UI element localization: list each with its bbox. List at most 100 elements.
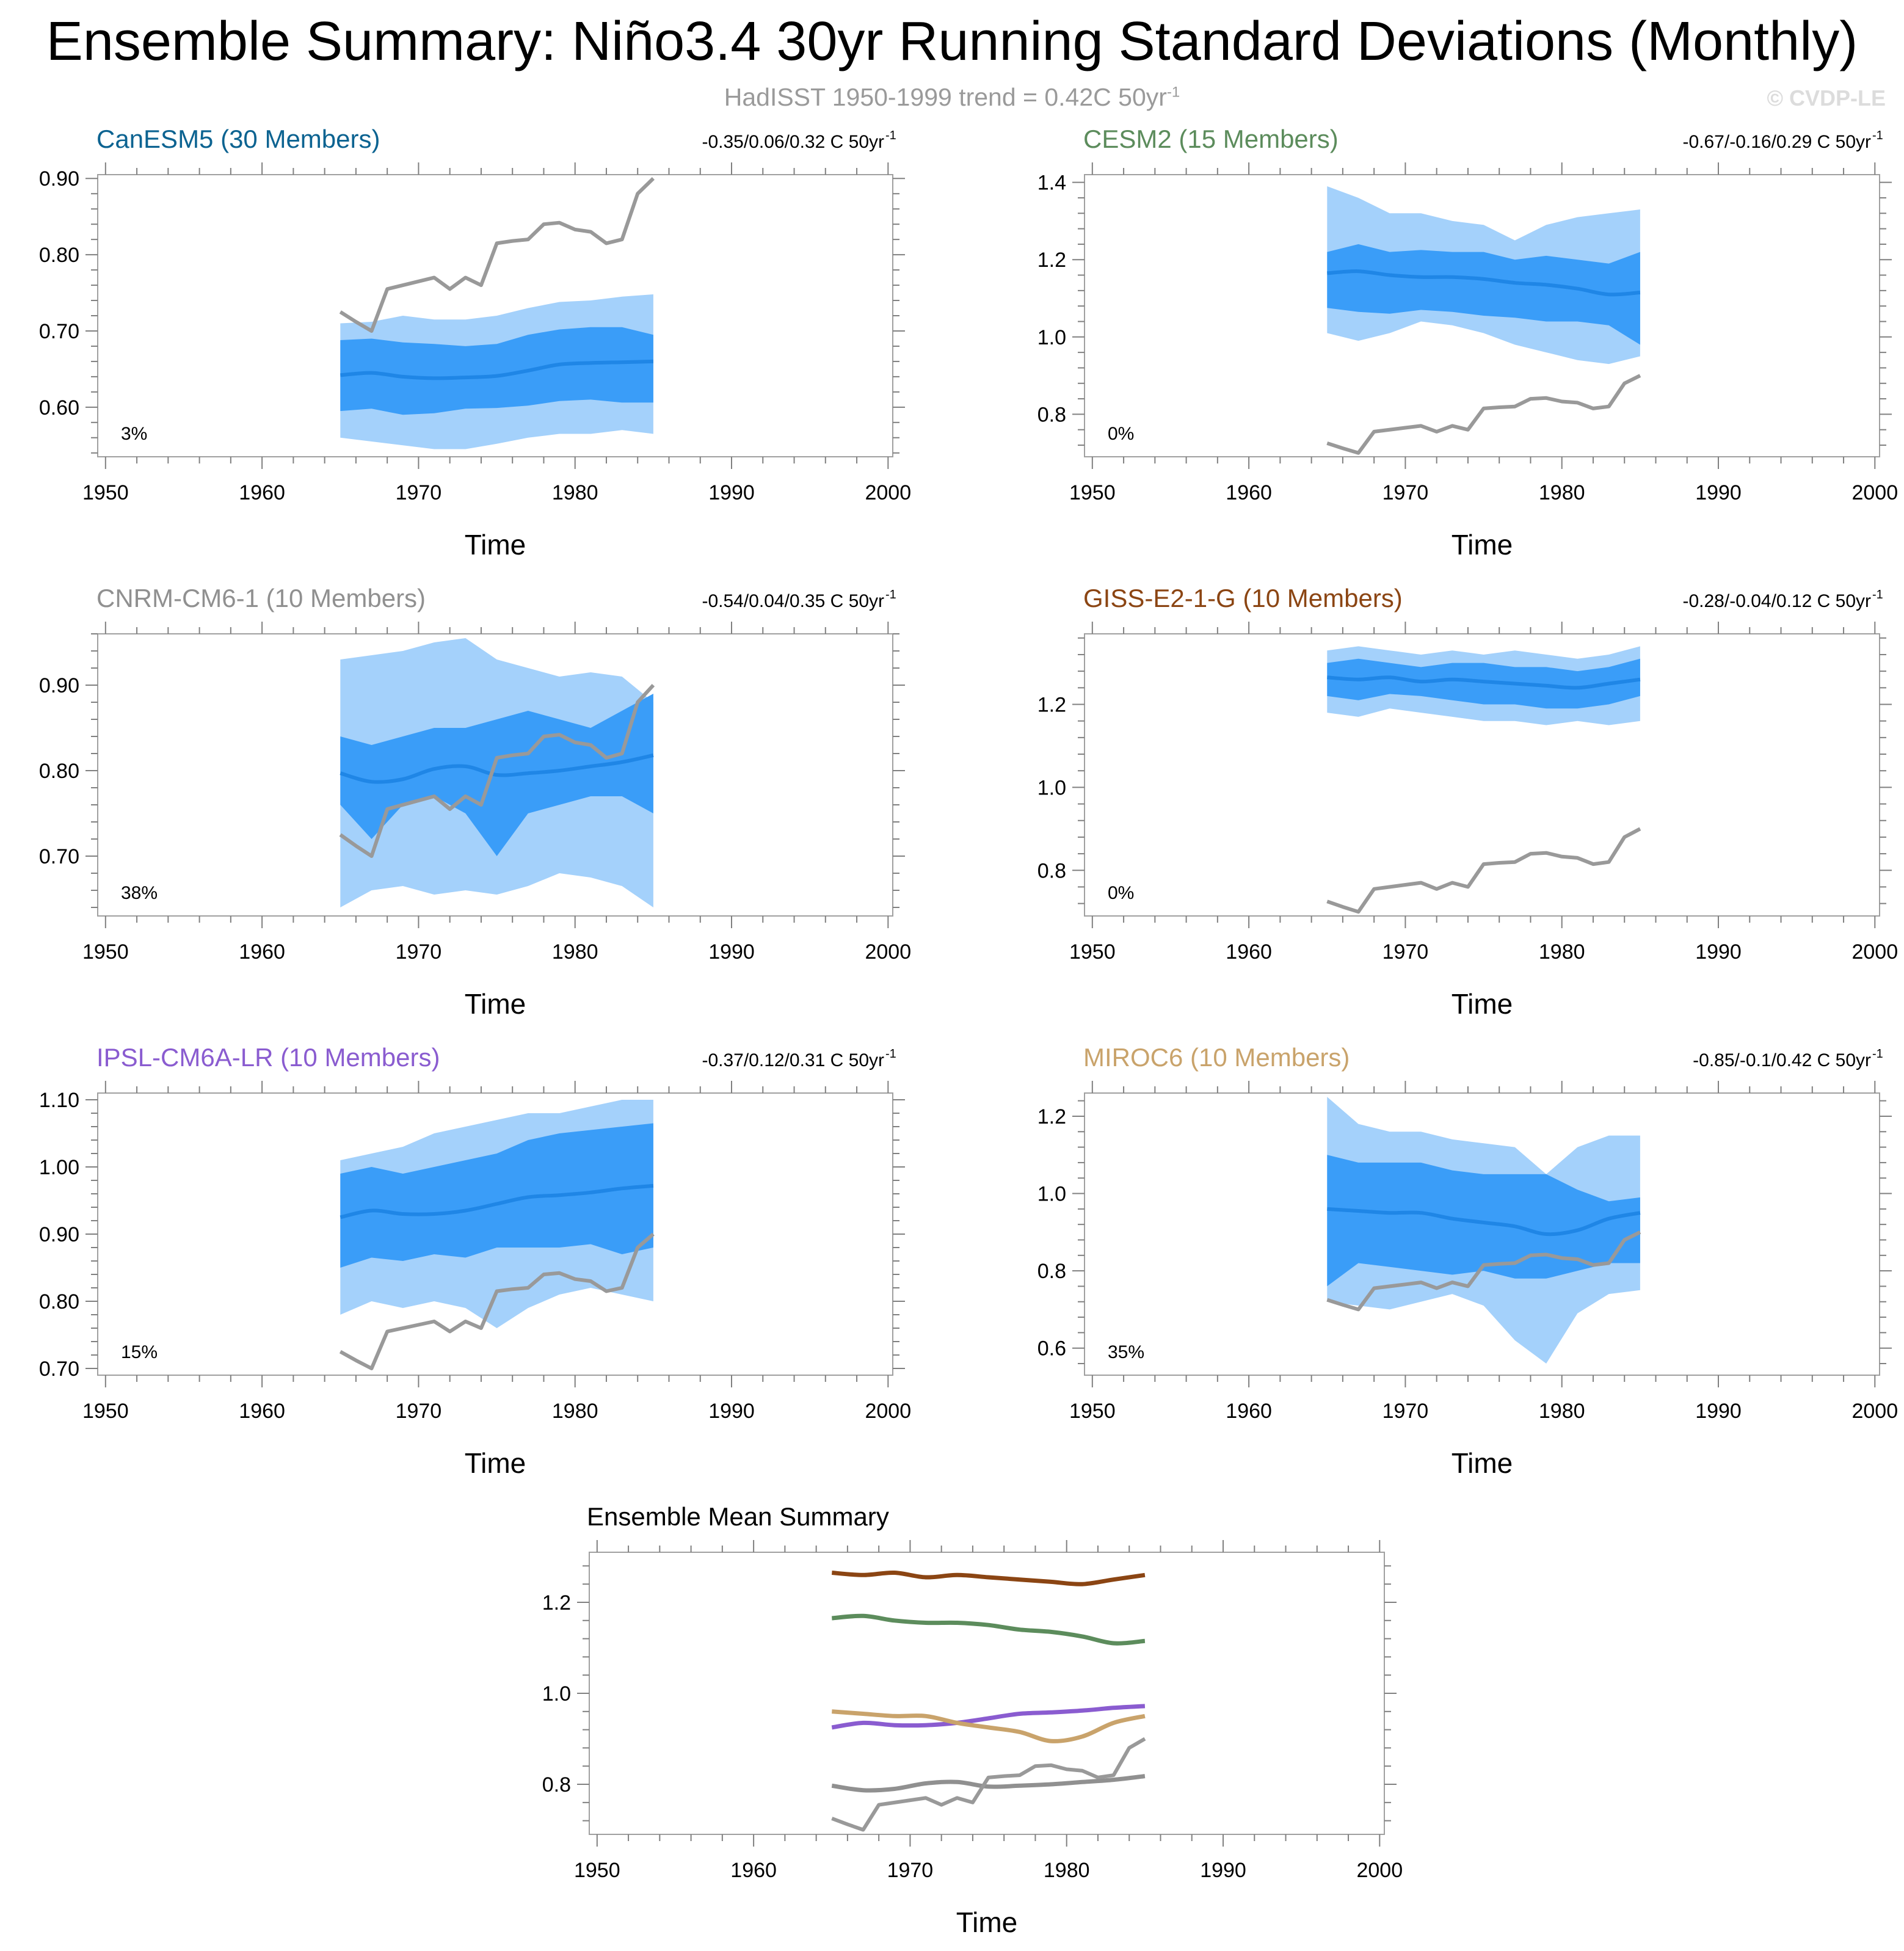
x-tick-label: 1990 xyxy=(708,940,755,964)
percent-label: 15% xyxy=(121,1342,158,1362)
percent-label: 0% xyxy=(1108,883,1134,903)
series-line-ipsl-cm6a-lr xyxy=(831,1704,1146,1730)
ensemble-mean-line xyxy=(340,753,654,784)
panel-cesm2: 1950 1960 1970 1980 1990 2000 0.8 1.0 1.2 1.4 Time… xyxy=(1037,125,1898,561)
y-tick-label: 1.0 xyxy=(542,1682,571,1706)
x-tick-label: 1990 xyxy=(1695,1400,1742,1423)
ensemble-mean-line xyxy=(340,359,653,380)
series-line-canesm5 xyxy=(832,1848,1145,1858)
series-line-miroc6 xyxy=(832,1709,1146,1743)
trend-range-label: -0.85/-0.1/0.42 C 50yr xyxy=(1693,1050,1871,1070)
panel-summary: 1950 1960 1970 1980 1990 2000 0.8 1.0 1.2 Time Ens… xyxy=(542,1502,1403,1938)
x-tick-label: 1950 xyxy=(1069,940,1116,964)
x-tick-label: 2000 xyxy=(1851,1400,1898,1423)
x-axis-label: Time xyxy=(1452,988,1513,1020)
y-tick-label: 0.90 xyxy=(39,1223,79,1246)
x-tick-label: 1950 xyxy=(82,1400,129,1423)
trend-superscript: -1 xyxy=(1872,588,1883,601)
panel-title: CanESM5 (30 Members) xyxy=(96,125,380,153)
y-tick-label: 1.0 xyxy=(1037,326,1066,349)
x-axis-label: Time xyxy=(465,988,526,1020)
series-line-cnrm-cm6-1 xyxy=(831,1774,1146,1793)
x-tick-label: 1960 xyxy=(1226,481,1272,504)
plot-frame xyxy=(1084,1092,1880,1376)
trend-range-label: -0.37/0.12/0.31 C 50yr xyxy=(702,1050,884,1070)
plot-area xyxy=(339,1100,655,1370)
plot-area xyxy=(831,1570,1146,1858)
panel-canesm5: 1950 1960 1970 1980 1990 2000 0.60 0.70 0.80 0.90… xyxy=(39,125,911,561)
panel-title: GISS-E2-1-G (10 Members) xyxy=(1083,584,1403,612)
inner-spread-band xyxy=(1327,1155,1640,1287)
x-tick-label: 1980 xyxy=(1539,940,1585,964)
x-tick-label: 1960 xyxy=(730,1859,777,1882)
subtitle-superscript: -1 xyxy=(1166,84,1180,101)
trend-range-label: -0.67/-0.16/0.29 C 50yr xyxy=(1682,132,1871,152)
ensemble-mean-line xyxy=(1327,1207,1641,1237)
x-tick-label: 1970 xyxy=(396,1400,442,1423)
x-axis-label: Time xyxy=(1452,1447,1513,1479)
y-tick-label: 0.70 xyxy=(39,1357,79,1381)
trend-superscript: -1 xyxy=(1872,1047,1883,1061)
x-tick-label: 1960 xyxy=(239,481,285,504)
panel-title: CESM2 (15 Members) xyxy=(1083,125,1339,153)
copyright-label: © CVDP-LE xyxy=(1767,85,1886,111)
x-tick-label: 1980 xyxy=(1044,1859,1090,1882)
plot-frame xyxy=(1084,174,1880,457)
plot-frame xyxy=(1084,633,1880,917)
trend-range-label: -0.35/0.06/0.32 C 50yr xyxy=(702,132,884,152)
ensemble-mean-line xyxy=(1327,675,1641,690)
plot-frame xyxy=(589,1552,1385,1835)
percent-label: 35% xyxy=(1108,1342,1144,1362)
x-tick-label: 1990 xyxy=(1695,940,1742,964)
observation-line xyxy=(339,683,655,858)
trend-range-label: -0.28/-0.04/0.12 C 50yr xyxy=(1682,591,1871,611)
x-tick-label: 2000 xyxy=(1851,481,1898,504)
y-tick-label: 1.0 xyxy=(1037,776,1066,799)
x-tick-label: 1990 xyxy=(1695,481,1742,504)
plot-area xyxy=(339,177,655,449)
x-tick-label: 2000 xyxy=(865,940,911,964)
plot-area xyxy=(1326,646,1641,914)
x-tick-label: 2000 xyxy=(1851,940,1898,964)
x-tick-label: 1960 xyxy=(239,940,285,964)
y-tick-label: 1.0 xyxy=(1037,1183,1066,1206)
x-tick-label: 1980 xyxy=(1539,481,1585,504)
trend-range-label: -0.54/0.04/0.35 C 50yr xyxy=(702,591,884,611)
y-tick-label: 0.90 xyxy=(39,674,79,697)
y-tick-label: 1.2 xyxy=(1037,694,1066,717)
observation-line xyxy=(1326,1230,1641,1312)
x-tick-label: 1990 xyxy=(708,1400,755,1423)
ensemble-mean-line xyxy=(340,1183,654,1219)
plot-area xyxy=(339,638,655,907)
x-tick-label: 1970 xyxy=(396,481,442,504)
y-tick-label: 0.6 xyxy=(1037,1337,1066,1361)
x-tick-label: 1950 xyxy=(82,481,129,504)
y-tick-label: 0.8 xyxy=(542,1773,571,1797)
subtitle-text: HadISST 1950-1999 trend = 0.42C 50yr xyxy=(724,83,1167,111)
x-tick-label: 1950 xyxy=(1069,1400,1116,1423)
panel-title: MIROC6 (10 Members) xyxy=(1083,1043,1350,1072)
ensemble-mean-line xyxy=(1327,269,1641,297)
y-tick-label: 0.8 xyxy=(1037,1260,1066,1283)
x-tick-label: 1970 xyxy=(396,940,442,964)
panel-title: CNRM-CM6-1 (10 Members) xyxy=(96,584,426,612)
y-tick-label: 1.2 xyxy=(542,1591,571,1615)
subtitle: HadISST 1950-1999 trend = 0.42C 50yr-1 xyxy=(0,83,1904,112)
trend-superscript: -1 xyxy=(885,1047,896,1061)
observation-line xyxy=(1326,827,1641,914)
observation-line xyxy=(1326,374,1641,455)
plot-area xyxy=(1326,1097,1641,1364)
panel-title: Ensemble Mean Summary xyxy=(587,1502,889,1531)
y-tick-label: 1.2 xyxy=(1037,249,1066,272)
y-tick-label: 0.90 xyxy=(39,167,79,191)
trend-superscript: -1 xyxy=(885,129,896,142)
y-tick-label: 0.70 xyxy=(39,320,79,343)
inner-spread-band xyxy=(340,1123,653,1268)
y-tick-label: 0.80 xyxy=(39,244,79,267)
x-tick-label: 1980 xyxy=(1539,1400,1585,1423)
x-tick-label: 1950 xyxy=(1069,481,1116,504)
y-tick-label: 1.10 xyxy=(39,1089,79,1112)
trend-superscript: -1 xyxy=(885,588,896,601)
trend-superscript: -1 xyxy=(1872,129,1883,142)
y-tick-label: 1.00 xyxy=(39,1156,79,1179)
